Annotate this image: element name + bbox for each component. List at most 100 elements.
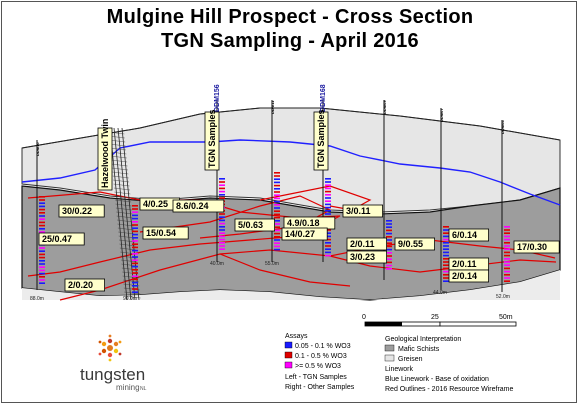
linework-title: Linework <box>385 366 414 373</box>
assay-tick <box>504 226 510 228</box>
intercept-box <box>38 232 85 246</box>
assay-tick <box>39 196 45 198</box>
assay-tick <box>132 230 138 233</box>
assay-tick <box>386 252 392 254</box>
assay-tick <box>325 200 331 202</box>
assay-tick <box>274 210 280 212</box>
assay-tick <box>325 197 331 199</box>
assay-tick <box>219 235 225 238</box>
intercept-label: 9/0.55 <box>398 239 423 249</box>
assays-title: Assays <box>285 333 308 340</box>
assay-tick <box>274 181 280 184</box>
assay-tick <box>443 258 449 260</box>
assay-tick <box>443 270 449 273</box>
greisen-swatch <box>384 354 395 362</box>
assay-tick <box>132 240 138 242</box>
depth-label: 88.0m <box>30 296 44 302</box>
assay-tick <box>386 229 392 232</box>
assay-tick <box>274 236 280 238</box>
assay-tick <box>386 232 392 235</box>
assay-tick <box>504 267 510 270</box>
assay-tick <box>39 208 45 211</box>
assay-tick <box>274 194 280 196</box>
assay-tick <box>39 272 45 275</box>
scale-tick-50: 50m <box>499 314 513 321</box>
assay-tick <box>504 254 510 257</box>
drill-hole-labels: DDM10 DDM156 DDM11 DDM168 DDM09 DDM07 DDM04 <box>35 84 505 156</box>
assay-tick <box>39 253 45 256</box>
assay-swatch-high <box>284 361 293 369</box>
assay-tick <box>132 272 138 274</box>
intercept-box <box>346 237 387 251</box>
assay-tick <box>219 248 225 250</box>
assay-label-low: 0.05 - 0.1 % WO3 <box>295 343 351 350</box>
assay-tick <box>443 245 449 247</box>
tgn-samples-right-box: TGN Samples <box>313 109 329 171</box>
assay-tick <box>39 247 45 249</box>
assay-tick <box>132 205 138 207</box>
assay-tick <box>132 256 138 258</box>
assay-tick <box>325 203 331 206</box>
assay-tick <box>219 222 225 225</box>
intercept-box <box>394 237 435 251</box>
hole-depth-labels: 88.0m 90.0m 40.0m 55.0m 44.0m 52.0m <box>30 261 510 302</box>
assay-tick <box>219 245 225 247</box>
assay-tick <box>443 226 449 228</box>
assay-tick <box>325 187 331 190</box>
assay-tick <box>274 226 280 228</box>
hole-label-1: DDM156 <box>214 84 221 112</box>
lower-greisen-body <box>22 270 560 300</box>
assay-tick <box>132 237 138 239</box>
title-line-1: Mulgine Hill Prospect - Cross Section <box>106 6 474 28</box>
depth-label: 52.0m <box>496 294 510 300</box>
assay-tick <box>219 194 225 196</box>
intercept-box <box>342 204 383 218</box>
assay-tick <box>386 255 392 257</box>
assay-tick <box>132 259 138 261</box>
assay-tick <box>274 245 280 248</box>
assay-tick <box>325 254 331 257</box>
assay-tick <box>325 206 331 209</box>
assay-swatch-low <box>284 341 293 349</box>
right-samples-note: Right - Other Samples <box>285 384 355 391</box>
intercept-box <box>234 218 275 232</box>
assay-tick <box>132 278 138 281</box>
assay-tick <box>132 211 138 213</box>
assay-tick <box>386 220 392 222</box>
left-samples-note: Left - TGN Samples <box>285 374 347 381</box>
assay-tick <box>504 235 510 238</box>
assay-tick <box>325 194 331 196</box>
intercept-box <box>172 199 225 213</box>
assay-tick <box>132 285 138 287</box>
intercept-label: 4.9/0.18 <box>287 218 320 228</box>
assay-tick <box>274 229 280 232</box>
assay-tick <box>386 236 392 238</box>
assay-tick <box>219 216 225 218</box>
assay-tick <box>39 199 45 201</box>
assay-tick <box>504 258 510 260</box>
assay-tick <box>504 264 510 266</box>
assay-tick <box>443 264 449 266</box>
assay-tick <box>504 261 510 263</box>
assay-markers <box>39 172 510 293</box>
assay-tick <box>325 213 331 215</box>
geology-legend: Geological Interpretation Mafic Schists … <box>384 336 513 393</box>
assay-tick <box>504 277 510 279</box>
assay-swatch-mid <box>284 351 293 359</box>
assay-tick <box>443 232 449 234</box>
assay-tick <box>39 266 45 268</box>
assay-tick <box>39 218 45 220</box>
assay-tick <box>39 282 45 284</box>
intercept-label: 2/0.11 <box>350 239 375 249</box>
drill-hole-traces <box>36 100 503 292</box>
assay-tick <box>325 238 331 241</box>
assay-tick <box>443 274 449 276</box>
assay-tick <box>274 213 280 216</box>
assay-tick <box>325 229 331 231</box>
assay-tick <box>274 242 280 244</box>
assay-tick <box>443 267 449 270</box>
intercept-label: 2/0.11 <box>452 259 477 269</box>
intercept-box <box>64 278 105 292</box>
intercept-box <box>281 227 328 241</box>
intercept-label: 6/0.14 <box>452 230 477 240</box>
